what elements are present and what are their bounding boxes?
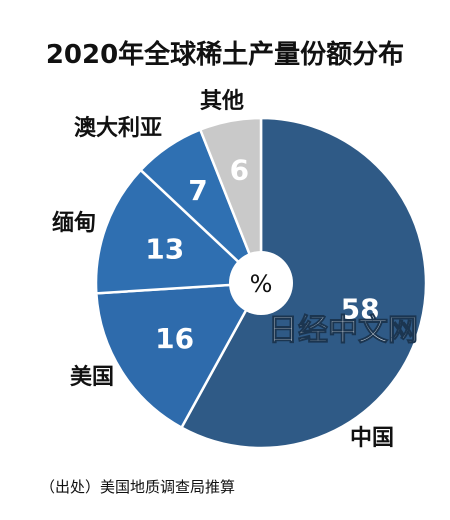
center-unit-label: % bbox=[250, 270, 273, 298]
value-label-0: 58 bbox=[341, 292, 380, 325]
source-note: （出处）美国地质调查局推算 bbox=[40, 478, 236, 496]
center-hole bbox=[229, 251, 293, 315]
value-label-4: 6 bbox=[230, 154, 249, 187]
category-label-2: 缅甸 bbox=[52, 210, 96, 236]
category-label-4: 其他 bbox=[200, 89, 244, 114]
slice-1 bbox=[94, 281, 264, 430]
category-label-3: 澳大利亚 bbox=[74, 115, 162, 141]
pie-slices bbox=[94, 116, 428, 450]
category-label-1: 美国 bbox=[70, 364, 114, 390]
value-label-3: 7 bbox=[188, 174, 207, 207]
slice-2 bbox=[94, 168, 264, 295]
watermark: 日经中文网 bbox=[268, 313, 418, 348]
slice-4 bbox=[198, 116, 263, 284]
chart-title: 2020年全球稀土产量份额分布 bbox=[45, 40, 405, 70]
slice-0 bbox=[179, 116, 428, 450]
category-labels: 中国 美国 缅甸 澳大利亚 其他 bbox=[52, 89, 394, 451]
category-label-0: 中国 bbox=[350, 426, 394, 451]
value-label-2: 13 bbox=[145, 232, 184, 265]
value-label-1: 16 bbox=[155, 322, 194, 355]
